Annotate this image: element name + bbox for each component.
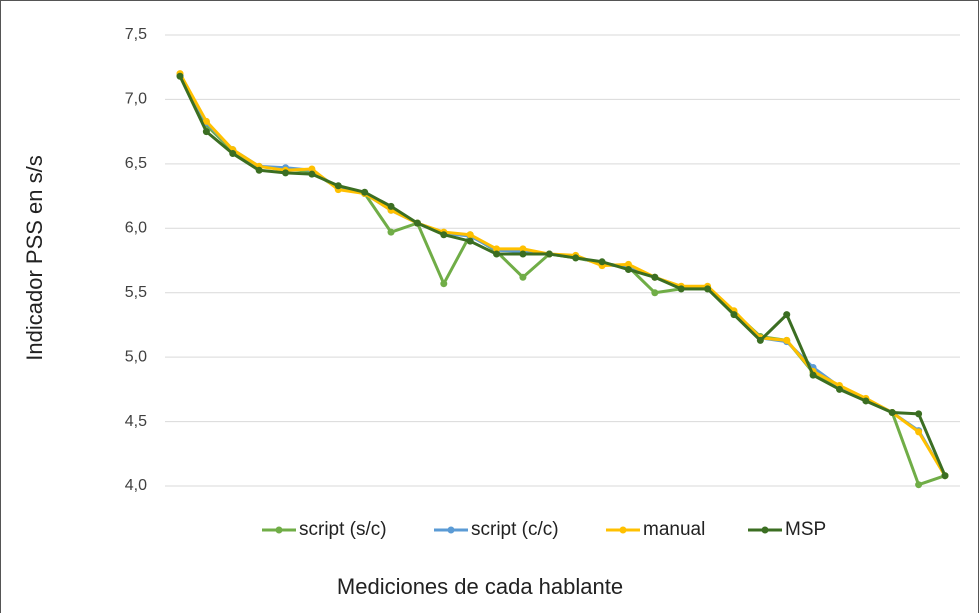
point <box>308 165 316 173</box>
point <box>624 266 632 274</box>
point <box>387 228 395 236</box>
point <box>809 371 817 379</box>
legend-marker <box>275 526 283 534</box>
point <box>255 166 263 174</box>
point <box>202 128 210 136</box>
point <box>387 202 395 210</box>
point <box>176 72 184 80</box>
point <box>493 250 501 258</box>
point <box>308 170 316 178</box>
legend-marker <box>619 526 627 534</box>
point <box>598 258 606 266</box>
point <box>677 285 685 293</box>
point <box>835 385 843 393</box>
point <box>651 289 659 297</box>
point <box>624 260 632 268</box>
point <box>440 280 448 288</box>
point <box>519 250 527 258</box>
point <box>941 472 949 480</box>
y-tick-label: 6,0 <box>125 220 147 237</box>
point <box>519 245 527 253</box>
y-tick-label: 7,5 <box>125 26 147 43</box>
point <box>915 410 923 418</box>
legend-label: script (c/c) <box>471 519 559 540</box>
point <box>466 231 474 239</box>
y-axis-title: Indicador PSS en s/s <box>22 155 47 360</box>
point <box>730 311 738 319</box>
point <box>915 481 923 489</box>
legend-label: script (s/c) <box>299 519 387 540</box>
point <box>413 219 421 227</box>
point <box>888 409 896 417</box>
y-tick-label: 6,5 <box>125 155 147 172</box>
legend-label: MSP <box>785 519 826 540</box>
y-tick-label: 5,0 <box>125 348 147 365</box>
point <box>282 169 290 177</box>
point <box>493 245 501 253</box>
point <box>440 231 448 239</box>
y-tick-label: 5,5 <box>125 284 147 301</box>
point <box>572 254 580 262</box>
series-line <box>178 75 947 477</box>
legend-label: manual <box>643 519 705 540</box>
point <box>229 150 237 158</box>
legend-marker <box>447 526 455 534</box>
point <box>651 273 659 281</box>
point <box>466 237 474 245</box>
point <box>704 285 712 293</box>
point <box>862 397 870 405</box>
point <box>545 250 553 258</box>
legend-marker <box>761 526 769 534</box>
point <box>361 188 369 196</box>
point <box>756 336 764 344</box>
point <box>783 336 791 344</box>
y-tick-label: 7,0 <box>125 91 147 108</box>
point <box>915 428 923 436</box>
point <box>783 311 791 319</box>
point <box>519 273 527 281</box>
y-tick-label: 4,0 <box>125 477 147 494</box>
x-axis-title: Mediciones de cada hablante <box>337 574 623 599</box>
y-tick-label: 4,5 <box>125 413 147 430</box>
point <box>334 182 342 190</box>
point <box>202 117 210 125</box>
